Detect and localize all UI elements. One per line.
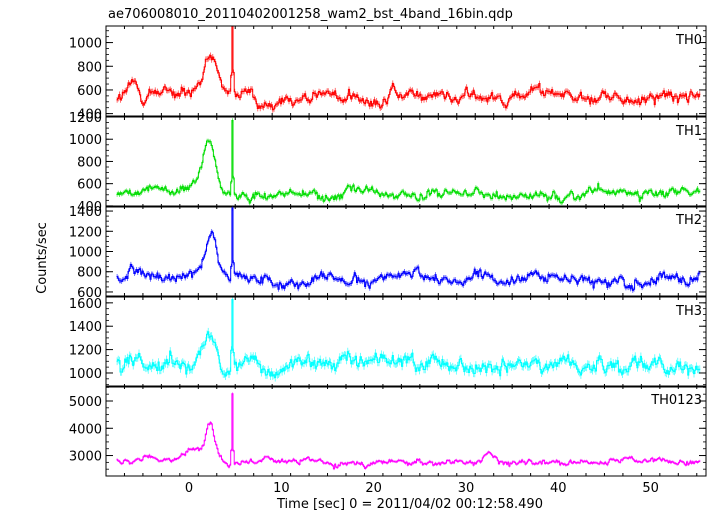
y-tick-label: 1000: [69, 367, 102, 382]
y-tick-label: 1600: [69, 297, 102, 312]
series-th0123-errors: [116, 392, 701, 471]
panel-label-th2: TH2: [675, 213, 702, 228]
y-tick-label: 1400: [69, 205, 102, 220]
y-tick-label: 600: [77, 84, 102, 99]
y-tick-label: 3000: [69, 450, 102, 465]
y-tick-label: 800: [77, 60, 102, 75]
series-th3-errors: [116, 297, 701, 382]
series-th0123: [116, 393, 701, 470]
panel-th0: 400 600 800 1000 TH0: [69, 25, 707, 123]
x-tick-label: 40: [550, 481, 567, 496]
panel-th0123: 3000 4000 5000 TH0123: [69, 385, 707, 477]
y-tick-label: 1200: [69, 111, 102, 126]
panel-label-th0123: TH0123: [650, 393, 702, 408]
panel-th2-error-bars: [116, 206, 701, 293]
y-tick-label: 4000: [69, 422, 102, 437]
y-tick-label: 1000: [69, 133, 102, 148]
x-axis-label: Time [sec] 0 = 2011/04/02 00:12:58.490: [276, 497, 543, 512]
panel-th2: 600 800 1000 1200 1400 TH2: [69, 205, 707, 301]
x-tick-label: 50: [642, 481, 659, 496]
panel-frame: [105, 116, 707, 208]
x-tick-label: 30: [458, 481, 475, 496]
panel-th0123-error-bars: [116, 392, 701, 471]
panel-frame: [105, 25, 707, 117]
y-tick-label: 400: [77, 108, 102, 123]
y-tick-label: 1200: [69, 344, 102, 359]
panel-frame: [105, 205, 707, 297]
y-tick-label: 1000: [69, 37, 102, 52]
series-th2-errors: [116, 206, 701, 293]
panel-frame: [105, 385, 707, 477]
x-tick-label: 20: [365, 481, 382, 496]
y-tick-label: 1400: [69, 320, 102, 335]
x-tick-label: 0: [185, 481, 193, 496]
series-th2: [116, 207, 701, 291]
y-tick-label: 1000: [69, 246, 102, 261]
x-tick-label: 10: [273, 481, 290, 496]
y-tick-label: 800: [77, 266, 102, 281]
panel-th1: 400 600 800 1000 1200 TH1: [69, 111, 707, 215]
panel-label-th0: TH0: [675, 33, 702, 48]
y-axis-label: Counts/sec: [35, 222, 50, 294]
series-th0: [116, 26, 701, 111]
y-tick-label: 600: [77, 178, 102, 193]
panel-th3-error-bars: [116, 297, 701, 382]
y-tick-label: 1200: [69, 225, 102, 240]
y-tick-label: 800: [77, 155, 102, 170]
panel-label-th3: TH3: [675, 304, 702, 319]
series-th1: [116, 120, 701, 204]
chart-title: ae706008010_20110402001258_wam2_bst_4ban…: [108, 7, 513, 22]
panel-th3: 1000 1200 1400 1600 TH3: [69, 296, 707, 388]
y-tick-label: 5000: [69, 395, 102, 410]
series-th3: [116, 299, 701, 379]
y-tick-label: 600: [77, 286, 102, 301]
y-tick-label: 400: [77, 200, 102, 215]
panel-frame: [105, 296, 707, 388]
panel-label-th1: TH1: [675, 124, 702, 139]
